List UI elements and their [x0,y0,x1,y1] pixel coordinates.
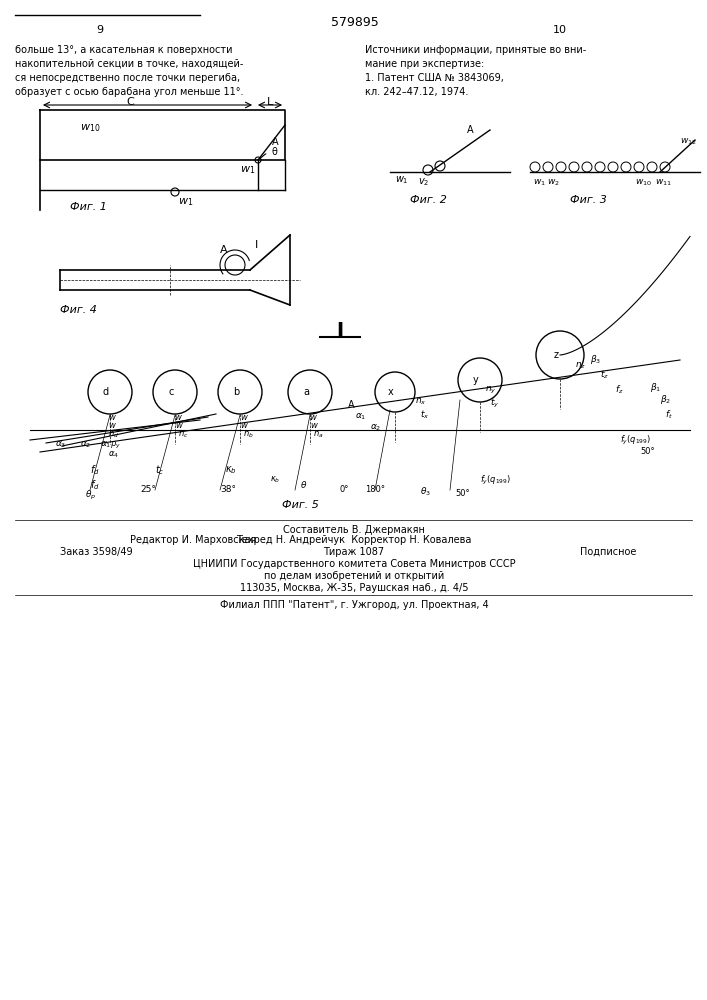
Text: $n_z$: $n_z$ [575,361,586,371]
Text: 25°: 25° [140,486,156,494]
Text: a: a [303,387,309,397]
Text: Фиг. 3: Фиг. 3 [570,195,607,205]
Text: $w$: $w$ [309,412,318,422]
Text: $\kappa_b$: $\kappa_b$ [270,475,281,485]
Text: b: b [233,387,239,397]
Text: Техред Н. Андрейчук  Корректор Н. Ковалева: Техред Н. Андрейчук Корректор Н. Ковалев… [236,535,472,545]
Text: Филиал ППП "Патент", г. Ужгород, ул. Проектная, 4: Филиал ППП "Патент", г. Ужгород, ул. Про… [220,600,489,610]
Text: $n_y$: $n_y$ [485,384,496,396]
Text: c: c [168,387,174,397]
Text: $f_y(q_{199})$: $f_y(q_{199})$ [620,433,651,447]
Text: 0°: 0° [340,486,349,494]
Text: 180°: 180° [365,486,385,494]
Text: $w_1$: $w_1$ [178,196,193,208]
Text: A: A [467,125,474,135]
Text: $w$: $w$ [240,412,249,422]
Text: $\beta_3$: $\beta_3$ [590,354,601,366]
Text: 50°: 50° [455,488,469,497]
Text: I: I [255,240,258,250]
Text: $w_{10}$: $w_{10}$ [80,122,100,134]
Text: $v_2$: $v_2$ [418,176,429,188]
Text: z: z [554,350,559,360]
Text: $w$: $w$ [108,420,117,430]
Text: $\beta_2$: $\beta_2$ [660,393,671,406]
Text: $\alpha_3$: $\alpha_3$ [55,440,66,450]
Text: Источники информации, принятые во вни-
мание при экспертизе:
1. Патент США № 384: Источники информации, принятые во вни- м… [365,45,586,97]
Text: $w_{11}$: $w_{11}$ [655,178,672,188]
Text: $\theta_3$: $\theta_3$ [420,486,431,498]
Text: $n_b$: $n_b$ [243,430,254,440]
Text: Фиг. 5: Фиг. 5 [281,500,318,510]
Text: $\alpha_2$: $\alpha_2$ [80,440,91,450]
Text: $\alpha_2$: $\alpha_2$ [370,423,381,433]
Text: больше 13°, а касательная к поверхности
накопительной секции в точке, находящей-: больше 13°, а касательная к поверхности … [15,45,243,97]
Text: Фиг. 1: Фиг. 1 [70,202,107,212]
Text: $\alpha_4$: $\alpha_4$ [108,450,119,460]
Text: 38°: 38° [220,486,236,494]
Text: I: I [337,320,344,340]
Text: θ: θ [272,147,278,157]
Text: 113035, Москва, Ж-35, Раушская наб., д. 4/5: 113035, Москва, Ж-35, Раушская наб., д. … [240,583,468,593]
Text: Подписное: Подписное [580,547,636,557]
Text: $w$: $w$ [310,420,319,430]
Text: $w$: $w$ [240,420,249,430]
Text: $t_c$: $t_c$ [155,463,165,477]
Text: ЦНИИПИ Государственного комитета Совета Министров СССР: ЦНИИПИ Государственного комитета Совета … [193,559,515,569]
Text: Заказ 3598/49: Заказ 3598/49 [60,547,133,557]
Text: $\alpha_1$: $\alpha_1$ [100,440,112,450]
Text: Тираж 1087: Тираж 1087 [323,547,385,557]
Text: $t_y$: $t_y$ [490,396,499,410]
Text: по делам изобретений и открытий: по делам изобретений и открытий [264,571,444,581]
Text: $f_d$: $f_d$ [90,463,100,477]
Text: Фиг. 2: Фиг. 2 [410,195,447,205]
Text: 50°: 50° [640,448,655,456]
Text: $n_x$: $n_x$ [415,397,426,407]
Text: $w_2$: $w_2$ [547,178,560,188]
Text: $n_a$: $n_a$ [313,430,324,440]
Text: $w_{10}$: $w_{10}$ [635,178,652,188]
Text: $f_z$: $f_z$ [615,384,624,396]
Text: 10: 10 [553,25,567,35]
Text: 579895: 579895 [331,15,379,28]
Text: $t_z$: $t_z$ [600,369,609,381]
Text: $w$: $w$ [174,412,183,422]
Text: $t_x$: $t_x$ [420,409,429,421]
Text: A: A [348,400,355,410]
Text: $w_1$: $w_1$ [533,178,546,188]
Text: L: L [267,97,273,107]
Text: $f_y(q_{199})$: $f_y(q_{199})$ [480,473,511,487]
Text: 9: 9 [96,25,103,35]
Text: $w_{12}$: $w_{12}$ [680,137,697,147]
Text: $f_d$: $f_d$ [90,478,100,492]
Text: Редактор И. Марховская: Редактор И. Марховская [130,535,257,545]
Text: $w_1$: $w_1$ [240,164,255,176]
Text: x: x [388,387,394,397]
Text: $\alpha_1$: $\alpha_1$ [355,412,366,422]
Text: $\theta_p$: $\theta_p$ [85,488,96,502]
Text: $f_t$: $f_t$ [665,409,673,421]
Text: $w$: $w$ [175,420,184,430]
Text: y: y [473,375,479,385]
Text: Составитель В. Джермакян: Составитель В. Джермакян [283,525,425,535]
Text: A: A [272,137,279,147]
Text: $\kappa_b$: $\kappa_b$ [225,464,237,476]
Text: Фиг. 4: Фиг. 4 [60,305,97,315]
Text: $w$: $w$ [108,412,117,422]
Text: $n_c$: $n_c$ [178,430,189,440]
Text: $w_1$: $w_1$ [395,174,409,186]
Text: $\beta_1$: $\beta_1$ [650,381,661,394]
Text: $\theta$: $\theta$ [300,480,308,490]
Text: $\rho_y$: $\rho_y$ [110,439,121,451]
Text: A: A [220,245,228,255]
Text: $n_d$: $n_d$ [108,430,119,440]
Text: d: d [103,387,109,397]
Text: C: C [126,97,134,107]
